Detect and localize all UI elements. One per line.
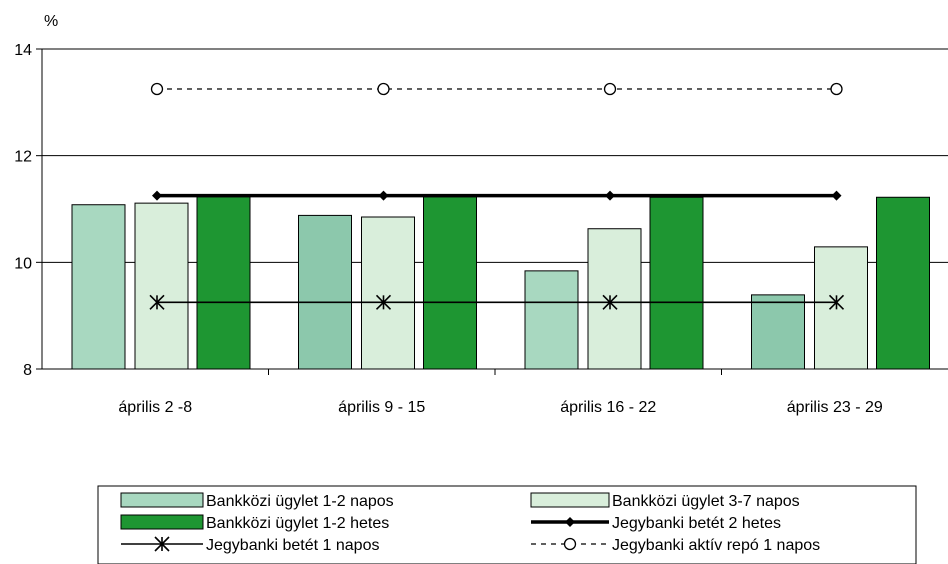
bar-series3-1 <box>196 196 251 370</box>
point-circle-4 <box>830 82 843 96</box>
y-tick-label-8: 8 <box>23 362 32 379</box>
x-tick-label-4: április 23 - 29 <box>787 399 883 416</box>
x-tick-label-3: április 16 - 22 <box>560 399 656 416</box>
axes: 8 10 12 14 április 2 -8 április 9 - 15 április… <box>14 42 948 416</box>
legend-label-4: Jegybanki betét 2 hetes <box>612 515 781 532</box>
point-circle-2 <box>377 82 390 96</box>
point-circle-3 <box>603 82 617 96</box>
point-star-4 <box>828 294 845 310</box>
bars <box>71 196 930 370</box>
series-lines <box>149 82 845 310</box>
point-circle-1 <box>150 82 164 96</box>
bar-series3-2 <box>423 196 477 370</box>
bar-series2-2 <box>361 216 415 370</box>
legend-swatch-3 <box>120 514 204 530</box>
legend-swatch-2 <box>530 492 610 508</box>
legend: Bankközi ügylet 1-2 napos Bankközi ügylet… <box>97 485 917 564</box>
x-tick-label-1: április 2 -8 <box>118 399 192 416</box>
grid-lines <box>42 48 948 263</box>
bar-series1-4 <box>751 294 805 370</box>
y-axis-unit-label: % <box>44 13 58 30</box>
y-tick-label-14: 14 <box>14 42 32 59</box>
point-diamond-4 <box>831 190 842 201</box>
y-tick-label-12: 12 <box>14 149 32 166</box>
legend-marker-5 <box>154 536 170 552</box>
bar-series3-3 <box>649 196 704 370</box>
bar-series1-1 <box>71 204 126 370</box>
legend-label-3: Bankközi ügylet 1-2 hetes <box>206 515 389 532</box>
bar-series3-4 <box>876 196 930 370</box>
point-star-3 <box>602 294 618 310</box>
legend-label-1: Bankközi ügylet 1-2 napos <box>206 493 394 510</box>
y-tick-label-10: 10 <box>14 255 32 272</box>
point-diamond-2 <box>378 190 389 201</box>
legend-label-5: Jegybanki betét 1 napos <box>206 537 379 554</box>
point-diamond-3 <box>605 190 615 201</box>
legend-marker-6 <box>563 537 577 551</box>
legend-label-2: Bankközi ügylet 3-7 napos <box>612 493 800 510</box>
bar-series2-1 <box>134 202 189 370</box>
point-diamond-1 <box>152 190 162 201</box>
legend-swatch-1 <box>120 492 204 508</box>
point-star-1 <box>149 294 165 310</box>
point-star-2 <box>375 294 392 310</box>
legend-marker-4 <box>565 517 575 527</box>
x-tick-label-2: április 9 - 15 <box>338 399 425 416</box>
legend-box <box>97 485 917 564</box>
bar-series1-2 <box>298 214 352 370</box>
legend-label-6: Jegybanki aktív repó 1 napos <box>612 537 820 554</box>
bar-series1-3 <box>524 270 579 370</box>
